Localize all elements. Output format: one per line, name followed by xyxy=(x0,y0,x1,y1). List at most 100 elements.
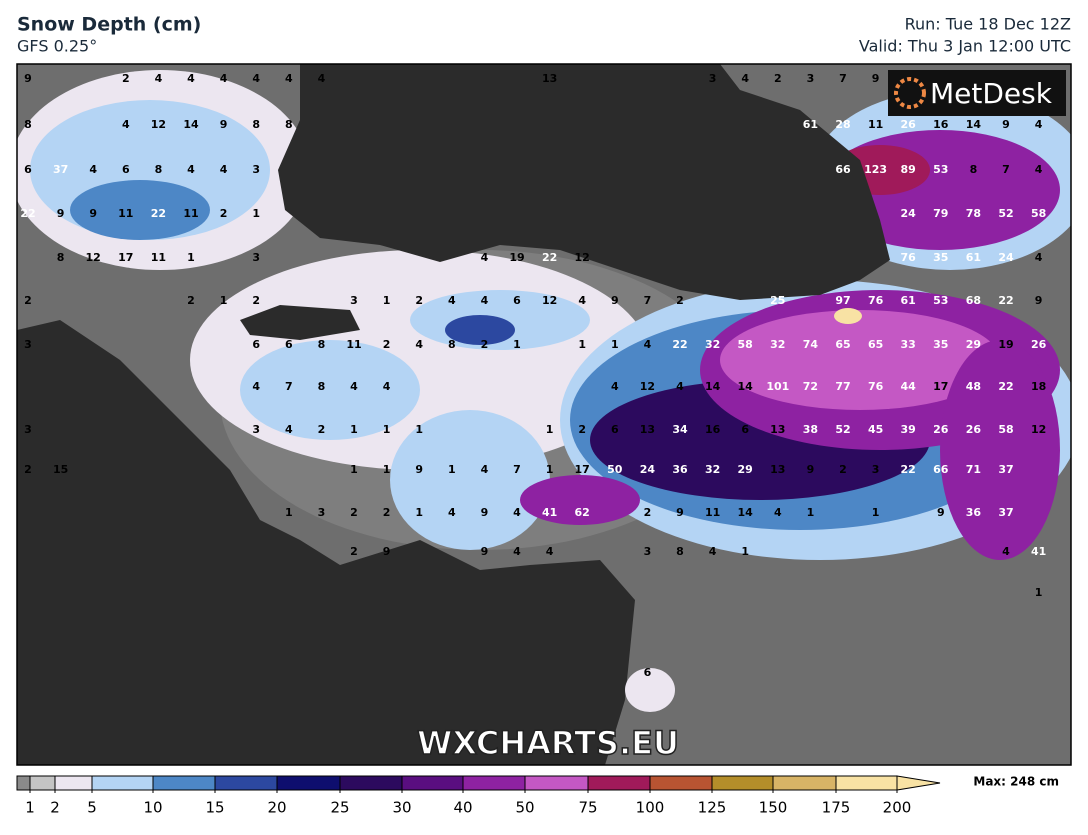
logo-icon xyxy=(894,77,926,109)
colorbar-tick-label: 1 xyxy=(25,799,35,817)
depth-label: 71 xyxy=(966,463,981,476)
depth-label: 8 xyxy=(676,545,684,558)
depth-label: 4 xyxy=(415,338,423,351)
depth-label: 4 xyxy=(611,380,619,393)
valid: Valid: Thu 3 Jan 12:00 UTC xyxy=(859,37,1071,56)
depth-label: 4 xyxy=(1035,163,1043,176)
map-area xyxy=(17,64,1071,765)
map-frame xyxy=(16,63,1072,766)
depth-label: 3 xyxy=(252,251,260,264)
depth-label: 6 xyxy=(122,163,130,176)
colorbar-tick-label: 200 xyxy=(883,799,912,817)
depth-label: 22 xyxy=(998,294,1013,307)
colorbar-segment xyxy=(525,776,588,790)
depth-label: 12 xyxy=(86,251,101,264)
depth-label: 4 xyxy=(187,163,195,176)
depth-label: 19 xyxy=(509,251,524,264)
depth-label: 2 xyxy=(383,338,391,351)
depth-label: 61 xyxy=(966,251,981,264)
depth-label: 1 xyxy=(383,423,391,436)
max-label: Max: 248 cm xyxy=(973,775,1059,789)
colorbar-segment xyxy=(340,776,402,790)
depth-label: 8 xyxy=(318,380,326,393)
depth-label: 1 xyxy=(448,463,456,476)
depth-label: 72 xyxy=(803,380,818,393)
depth-label: 13 xyxy=(770,463,785,476)
depth-label: 34 xyxy=(672,423,688,436)
depth-label: 2 xyxy=(350,545,358,558)
depth-label: 4 xyxy=(481,294,489,307)
depth-label: 4 xyxy=(448,506,456,519)
depth-label: 2 xyxy=(350,506,358,519)
depth-label: 9 xyxy=(415,463,423,476)
mediterranean xyxy=(17,320,635,765)
depth-label: 8 xyxy=(970,163,978,176)
colorbar-tick-label: 50 xyxy=(515,799,534,817)
depth-label: 1 xyxy=(1035,586,1043,599)
depth-label: 24 xyxy=(901,207,917,220)
depth-label: 4 xyxy=(89,163,97,176)
depth-label: 101 xyxy=(766,380,789,393)
colorbar-segment xyxy=(650,776,712,790)
colorbar-arrow xyxy=(896,775,941,791)
depth-label: 24 xyxy=(998,251,1014,264)
depth-label: 15 xyxy=(53,463,68,476)
depth-label: 26 xyxy=(933,423,949,436)
depth-label: 1 xyxy=(350,463,358,476)
depth-label: 4 xyxy=(448,294,456,307)
depth-label: 16 xyxy=(933,118,949,131)
depth-label: 13 xyxy=(770,423,785,436)
depth-label: 9 xyxy=(89,207,97,220)
depth-label: 22 xyxy=(998,380,1013,393)
depth-label: 58 xyxy=(998,423,1013,436)
depth-label: 11 xyxy=(151,251,166,264)
depth-label: 1 xyxy=(187,251,195,264)
colorbar-segment xyxy=(588,776,650,790)
colorbar-tick-label: 40 xyxy=(453,799,472,817)
depth-label: 32 xyxy=(705,338,720,351)
depth-label: 4 xyxy=(709,545,717,558)
depth-label: 4 xyxy=(187,72,195,85)
colorbar-segment xyxy=(92,776,153,790)
depth-label: 9 xyxy=(220,118,228,131)
depth-label: 9 xyxy=(24,72,32,85)
depth-label: 13 xyxy=(542,72,557,85)
depth-label: 36 xyxy=(966,506,982,519)
depth-label: 4 xyxy=(513,545,521,558)
depth-label: 14 xyxy=(183,118,199,131)
depth-label: 6 xyxy=(252,338,260,351)
depth-label: 1 xyxy=(383,463,391,476)
depth-label: 3 xyxy=(807,72,815,85)
model: GFS 0.25° xyxy=(17,37,97,56)
depth-label: 9 xyxy=(1002,118,1010,131)
depth-label: 41 xyxy=(542,506,557,519)
colorbar-segment xyxy=(836,776,897,790)
depth-label: 76 xyxy=(868,380,884,393)
depth-label: 1 xyxy=(872,506,880,519)
depth-label: 2 xyxy=(220,207,228,220)
depth-label: 4 xyxy=(285,423,293,436)
depth-label: 22 xyxy=(151,207,166,220)
depth-label: 79 xyxy=(933,207,948,220)
depth-label: 9 xyxy=(611,294,619,307)
depth-label: 4 xyxy=(513,506,521,519)
depth-label: 74 xyxy=(803,338,819,351)
depth-label: 2 xyxy=(578,423,586,436)
depth-label: 1 xyxy=(252,207,260,220)
colorbar-tick-label: 20 xyxy=(267,799,286,817)
depth-label: 11 xyxy=(705,506,720,519)
depth-label: 2 xyxy=(24,463,32,476)
depth-label: 12 xyxy=(1031,423,1046,436)
depth-label: 2 xyxy=(252,294,260,307)
depth-label: 1 xyxy=(383,294,391,307)
depth-label: 11 xyxy=(868,118,883,131)
depth-label: 14 xyxy=(966,118,982,131)
depth-label: 4 xyxy=(481,251,489,264)
depth-label: 52 xyxy=(835,423,850,436)
snow-area xyxy=(940,340,1060,560)
colorbar-tick-label: 2 xyxy=(50,799,60,817)
depth-label: 2 xyxy=(318,423,326,436)
depth-label: 35 xyxy=(933,251,948,264)
depth-label: 7 xyxy=(644,294,652,307)
